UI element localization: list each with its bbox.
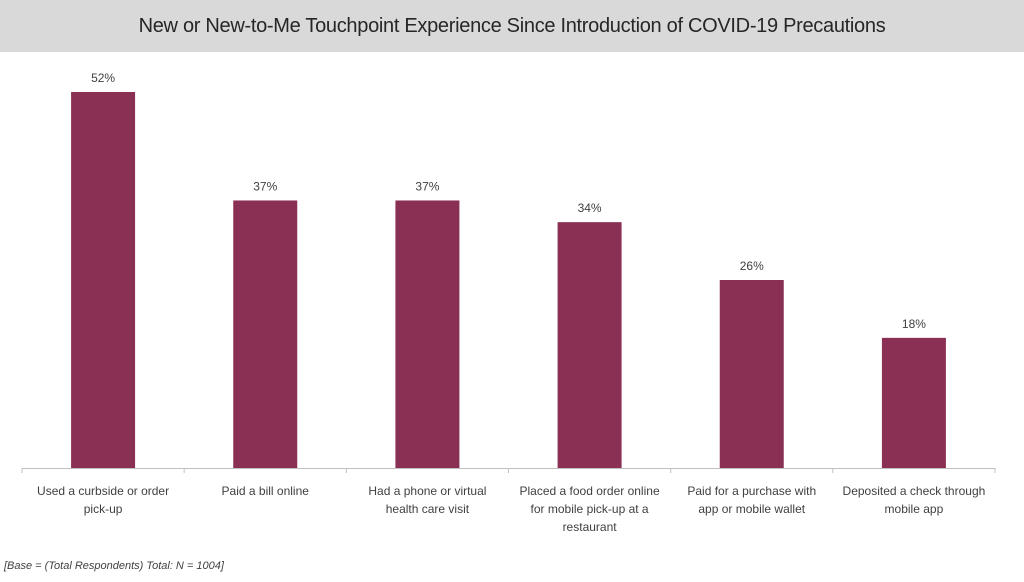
data-label: 37% xyxy=(415,179,439,193)
data-labels-group: 52% 37% 37% 34% 26% 18% xyxy=(91,71,926,331)
category-label-line: Deposited a check through xyxy=(843,484,986,498)
category-label: Deposited a check through mobile app xyxy=(843,484,986,516)
category-label-line: health care visit xyxy=(386,502,470,516)
category-label-line: Paid for a purchase with xyxy=(687,484,816,498)
x-axis-ticks xyxy=(21,468,996,473)
category-label-line: restaurant xyxy=(563,520,618,534)
category-label-line: app or mobile wallet xyxy=(698,502,805,516)
category-label-line: for mobile pick-up at a xyxy=(531,502,649,516)
category-label: Placed a food order online for mobile pic… xyxy=(520,484,660,534)
category-label: Paid for a purchase with app or mobile wa… xyxy=(687,484,816,516)
bar xyxy=(395,200,460,468)
base-footnote: [Base = (Total Respondents) Total: N = 1… xyxy=(4,560,224,572)
bar xyxy=(719,280,784,468)
bars-group xyxy=(71,92,946,468)
bar-chart: 52% 37% 37% 34% 26% 18% Used a curbside or or… xyxy=(21,71,996,534)
data-label: 26% xyxy=(740,259,764,273)
bar xyxy=(557,222,622,468)
bar xyxy=(881,337,946,468)
chart-title: New or New-to-Me Touchpoint Experience S… xyxy=(138,14,886,37)
data-label: 52% xyxy=(91,71,115,85)
bar xyxy=(71,92,136,468)
category-label-line: mobile app xyxy=(885,502,944,516)
category-labels-group: Used a curbside or order pick-up Paid a bi… xyxy=(37,484,985,534)
category-label-line: Paid a bill online xyxy=(222,484,310,498)
data-label: 37% xyxy=(253,179,277,193)
chart-title-bar: New or New-to-Me Touchpoint Experience S… xyxy=(0,0,1024,52)
category-label: Used a curbside or order pick-up xyxy=(37,484,169,516)
category-label: Had a phone or virtual health care visit xyxy=(368,484,486,516)
category-label-line: Used a curbside or order xyxy=(37,484,169,498)
bar xyxy=(233,200,298,468)
category-label-line: Placed a food order online xyxy=(520,484,660,498)
category-label-line: pick-up xyxy=(84,502,123,516)
category-label-line: Had a phone or virtual xyxy=(368,484,486,498)
data-label: 18% xyxy=(902,317,926,331)
category-label: Paid a bill online xyxy=(222,484,310,498)
data-label: 34% xyxy=(578,201,602,215)
